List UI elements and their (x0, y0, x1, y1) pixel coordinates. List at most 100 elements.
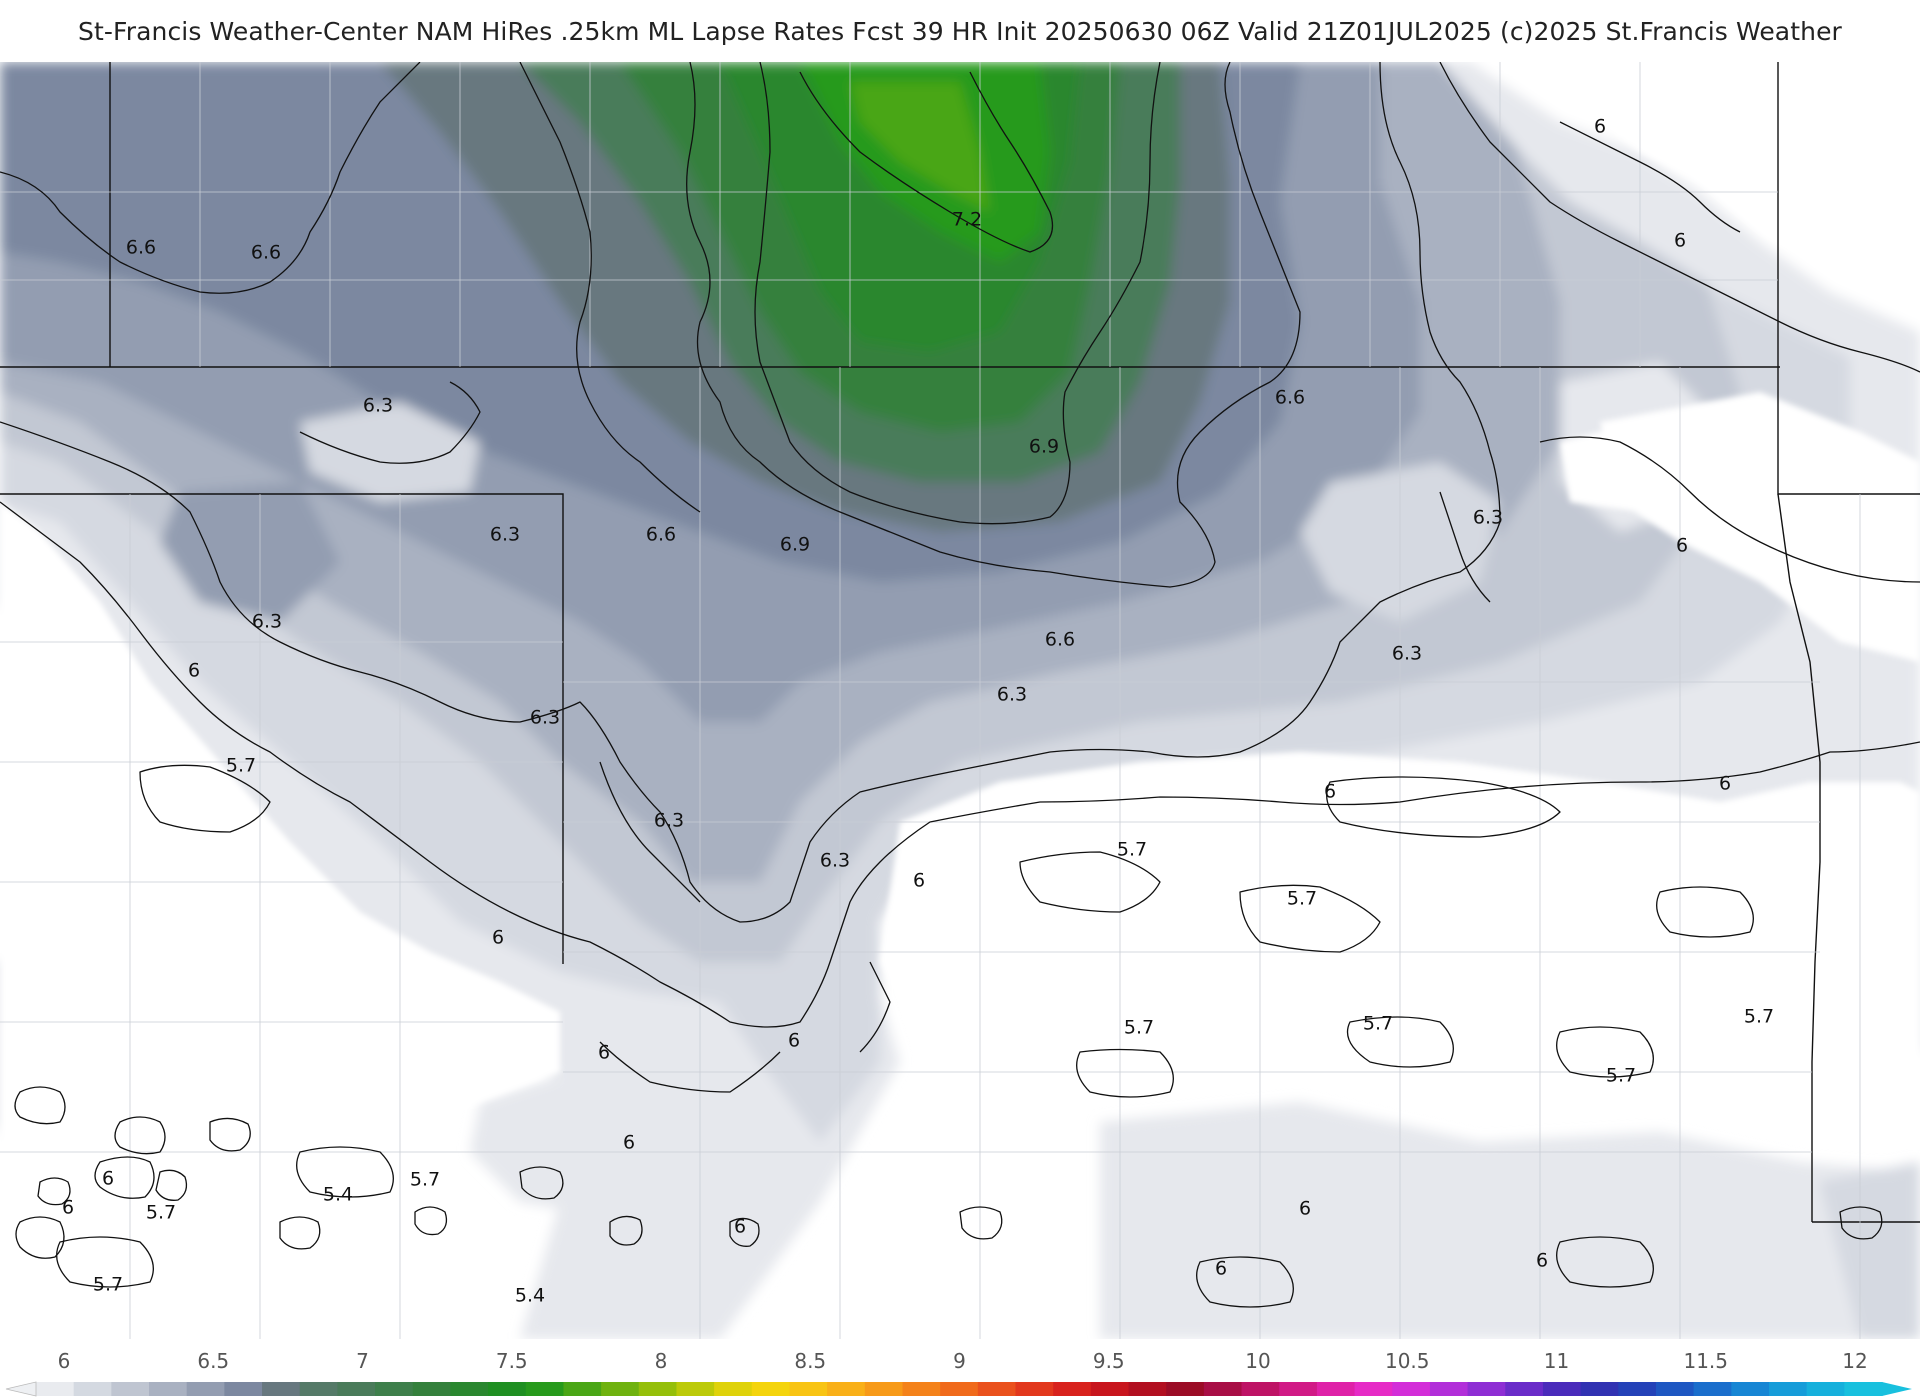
contour-label: 6.6 (1045, 629, 1075, 651)
colorbar-swatch (1429, 1382, 1469, 1396)
contour-label: 5.7 (93, 1274, 123, 1296)
contour-label: 6 (598, 1042, 610, 1064)
colorbar-swatch (1768, 1382, 1808, 1396)
contour-label: 6 (1299, 1198, 1311, 1220)
colorbar-swatch (412, 1382, 452, 1396)
contour-label: 6 (1594, 116, 1606, 138)
contour-label: 6.9 (780, 534, 810, 556)
contour-lines (0, 62, 1920, 1308)
colorbar-tick-label: 8 (655, 1349, 668, 1373)
colorbar-swatch (149, 1382, 188, 1396)
contour-label: 5.7 (226, 755, 256, 777)
colorbar-swatch (450, 1382, 489, 1396)
colorbar: 6 6.5 7 7.5 8 8.5 9 9.5 10 10.5 11 11.5 12 (0, 1339, 1920, 1400)
colorbar-swatch (186, 1382, 225, 1396)
colorbar-swatch (1618, 1382, 1657, 1396)
colorbar-tick-label: 7 (356, 1349, 369, 1373)
colorbar-swatch (111, 1382, 150, 1396)
contour-label: 5.7 (146, 1202, 176, 1224)
lapse-rate-map: 6.6 6.6 7.2 6 6 6.3 6.6 6.3 6.6 6.9 6.9 6.3 6 6.3 6.6 6… (0, 62, 1920, 1339)
contour-label: 6 (623, 1132, 635, 1154)
colorbar-swatch (714, 1382, 753, 1396)
colorbar-tick-label: 7.5 (496, 1349, 528, 1373)
colorbar-swatch (1090, 1382, 1130, 1396)
colorbar-swatch (1354, 1382, 1393, 1396)
contour-label: 6.6 (251, 242, 281, 264)
colorbar-swatch (1166, 1382, 1205, 1396)
contour-label: 6 (1676, 535, 1688, 557)
contour-label: 6.3 (997, 684, 1027, 706)
shaded-field (0, 62, 1920, 1339)
colorbar-swatch (1731, 1382, 1770, 1396)
colorbar-swatch (224, 1382, 263, 1396)
colorbar-swatch (488, 1382, 527, 1396)
colorbar-max-arrow (1882, 1382, 1912, 1396)
colorbar-swatch (563, 1382, 602, 1396)
colorbar-swatch (262, 1382, 301, 1396)
colorbar-swatch (1279, 1382, 1318, 1396)
colorbar-swatch (751, 1382, 791, 1396)
colorbar-swatch (1505, 1382, 1544, 1396)
colorbar-swatch (1241, 1382, 1280, 1396)
colorbar-tick-label: 9.5 (1093, 1349, 1125, 1373)
colorbar-swatch (1806, 1382, 1845, 1396)
colorbar-tick-label: 9 (953, 1349, 966, 1373)
contour-label: 5.4 (515, 1285, 545, 1307)
contour-label: 5.7 (1606, 1065, 1636, 1087)
contour-label: 7.2 (952, 209, 982, 231)
colorbar-swatch (375, 1382, 414, 1396)
colorbar-tick-label: 11 (1544, 1349, 1569, 1373)
contour-label: 6 (1324, 781, 1336, 803)
colorbar-tick-label: 10.5 (1385, 1349, 1430, 1373)
contour-label: 6 (102, 1168, 114, 1190)
colorbar-swatch (525, 1382, 565, 1396)
contour-label: 6.9 (1029, 436, 1059, 458)
colorbar-tick-label: 11.5 (1683, 1349, 1728, 1373)
contour-label: 5.7 (1287, 888, 1317, 910)
contour-label: 6.3 (654, 810, 684, 832)
colorbar-swatch (789, 1382, 828, 1396)
colorbar-svg: 6 6.5 7 7.5 8 8.5 9 9.5 10 10.5 11 11.5 12 (5, 1349, 1912, 1397)
colorbar-swatch (864, 1382, 904, 1396)
contour-label: 6 (788, 1030, 800, 1052)
colorbar-min-arrow (5, 1381, 37, 1397)
contour-label: 5.7 (1363, 1013, 1393, 1035)
colorbar-swatch (977, 1382, 1017, 1396)
colorbar-swatch (36, 1382, 75, 1396)
state-boundaries (0, 62, 1920, 1223)
colorbar-swatch (1128, 1382, 1167, 1396)
contour-label: 6 (492, 927, 504, 949)
contour-label: 6 (1719, 773, 1731, 795)
colorbar-swatch (827, 1382, 866, 1396)
colorbar-swatch (1316, 1382, 1356, 1396)
colorbar-swatch (1203, 1382, 1243, 1396)
colorbar-swatch (1015, 1382, 1054, 1396)
contour-label: 6.3 (1473, 507, 1503, 529)
contour-label: 5.4 (323, 1184, 353, 1206)
map-title: St-Francis Weather-Center NAM HiRes .25k… (78, 16, 1842, 46)
contour-label: 6.3 (490, 524, 520, 546)
contour-label: 6.3 (820, 850, 850, 872)
contour-label: 6 (734, 1216, 746, 1238)
contour-label: 6 (188, 660, 200, 682)
colorbar-tick-label: 12 (1842, 1349, 1867, 1373)
contour-label: 5.7 (1744, 1006, 1774, 1028)
colorbar-swatch (1467, 1382, 1506, 1396)
contour-label: 5.7 (1117, 839, 1147, 861)
colorbar-tick-label: 6 (58, 1349, 71, 1373)
map-frame: 6.6 6.6 7.2 6 6 6.3 6.6 6.3 6.6 6.9 6.9 6.3 6 6.3 6.6 6… (0, 62, 1920, 1339)
contour-label: 6.6 (1275, 387, 1305, 409)
colorbar-swatch (1580, 1382, 1619, 1396)
contour-label: 5.7 (410, 1169, 440, 1191)
colorbar-swatch (638, 1382, 678, 1396)
colorbar-tick-label: 8.5 (794, 1349, 826, 1373)
colorbar-tick-label: 6.5 (197, 1349, 229, 1373)
contour-label: 6.6 (646, 524, 676, 546)
colorbar-swatch (1655, 1382, 1695, 1396)
contour-labels: 6.6 6.6 7.2 6 6 6.3 6.6 6.3 6.6 6.9 6.9 6.3 6 6.3 6.6 6… (62, 116, 1774, 1307)
colorbar-swatch (73, 1382, 112, 1396)
colorbar-tick-label: 10 (1245, 1349, 1270, 1373)
contour-label: 6 (1215, 1258, 1227, 1280)
colorbar-swatch (1392, 1382, 1431, 1396)
contour-label: 6.3 (1392, 643, 1422, 665)
